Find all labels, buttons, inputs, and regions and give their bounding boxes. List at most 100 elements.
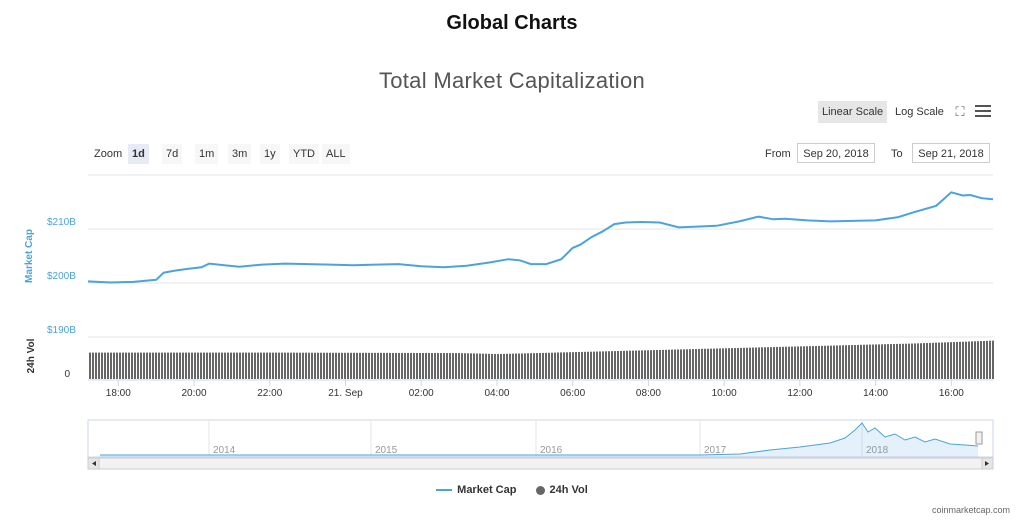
- vol-bar: [368, 352, 370, 379]
- vol-bar: [359, 352, 361, 379]
- zoom-label: Zoom: [94, 148, 123, 160]
- vol-bar: [848, 345, 850, 379]
- vol-bar: [776, 346, 778, 379]
- vol-bar: [734, 348, 736, 379]
- vol-axis-label: 24h Vol: [26, 338, 37, 373]
- menu-icon[interactable]: [975, 105, 991, 119]
- vol-bar: [239, 352, 241, 379]
- vol-bar: [251, 352, 253, 379]
- vol-bar: [233, 352, 235, 379]
- fullscreen-icon[interactable]: ⛶: [955, 104, 965, 119]
- vol-bar: [446, 353, 448, 379]
- linear-scale-button[interactable]: Linear Scale: [818, 101, 888, 123]
- vol-bar: [632, 350, 634, 379]
- vol-bar: [923, 343, 925, 379]
- zoom-all-button[interactable]: ALL: [322, 144, 350, 164]
- credit-link[interactable]: coinmarketcap.com: [931, 505, 1010, 515]
- vol-bar: [545, 352, 547, 379]
- vol-bar: [287, 352, 289, 379]
- vol-bar: [755, 347, 757, 379]
- vol-bar: [152, 352, 154, 379]
- vol-bar: [641, 350, 643, 379]
- vol-bar: [377, 352, 379, 379]
- log-scale-button[interactable]: Log Scale: [895, 106, 944, 118]
- vol-bar: [476, 353, 478, 379]
- vol-bar: [281, 352, 283, 379]
- navigator-year-label: 2015: [375, 445, 398, 456]
- vol-bar: [356, 352, 358, 379]
- vol-bar: [884, 344, 886, 379]
- vol-bar: [533, 353, 535, 379]
- scroll-left-button[interactable]: [87, 457, 100, 470]
- vol-bar: [803, 346, 805, 379]
- vol-bar: [302, 352, 304, 379]
- scroll-right-button[interactable]: [981, 457, 994, 470]
- vol-bar: [839, 345, 841, 379]
- vol-bar: [662, 349, 664, 379]
- vol-bar: [749, 347, 751, 379]
- zoom-ytd-button[interactable]: YTD: [289, 144, 319, 164]
- legend-24h-vol[interactable]: 24h Vol: [535, 484, 588, 496]
- vol-bar: [329, 352, 331, 379]
- to-date-input[interactable]: Sep 21, 2018: [912, 143, 990, 163]
- vol-bar: [269, 352, 271, 379]
- vol-bar: [683, 349, 685, 379]
- vol-bar: [536, 353, 538, 379]
- vol-bar: [926, 343, 928, 379]
- vol-bar: [200, 352, 202, 379]
- zoom-7d-button[interactable]: 7d: [162, 144, 183, 164]
- vol-bar: [242, 352, 244, 379]
- vol-bar: [509, 353, 511, 379]
- vol-bar: [254, 352, 256, 379]
- vol-bar: [989, 340, 991, 379]
- vol-bar: [896, 343, 898, 379]
- vol-bar: [323, 352, 325, 379]
- navigator-area[interactable]: [87, 419, 994, 458]
- vol-bar: [953, 342, 955, 379]
- vol-bar: [386, 352, 388, 379]
- vol-bar: [503, 353, 505, 379]
- vol-bar: [866, 344, 868, 379]
- vol-bar: [902, 343, 904, 379]
- vol-bar: [110, 352, 112, 379]
- vol-bar: [878, 344, 880, 379]
- vol-zero-tick: 0: [64, 369, 70, 380]
- vol-bar: [986, 340, 988, 379]
- vol-bar: [851, 345, 853, 379]
- vol-bar: [920, 343, 922, 379]
- zoom-3m-button[interactable]: 3m: [228, 144, 252, 164]
- vol-bar: [485, 353, 487, 379]
- vol-bar: [710, 348, 712, 379]
- vol-bar: [704, 348, 706, 379]
- vol-bar: [458, 353, 460, 379]
- vol-bar: [548, 352, 550, 379]
- zoom-1y-button[interactable]: 1y: [260, 144, 280, 164]
- vol-bar: [479, 353, 481, 379]
- zoom-1d-button[interactable]: 1d: [128, 144, 149, 164]
- vol-bar: [440, 353, 442, 379]
- vol-bar: [893, 343, 895, 379]
- vol-bar: [284, 352, 286, 379]
- x-tick-label: 04:00: [484, 388, 509, 399]
- x-tick-label: 14:00: [863, 388, 888, 399]
- vol-bar: [677, 349, 679, 379]
- vol-bar: [401, 352, 403, 379]
- vol-bar: [728, 348, 730, 379]
- vol-bar: [392, 352, 394, 379]
- vol-bar: [278, 352, 280, 379]
- vol-bar: [821, 345, 823, 379]
- vol-bar: [518, 353, 520, 379]
- vol-bar: [782, 346, 784, 379]
- from-date-input[interactable]: Sep 20, 2018: [797, 143, 875, 163]
- vol-bar: [707, 348, 709, 379]
- vol-bar: [689, 349, 691, 379]
- navigator-scrollbar[interactable]: [87, 457, 994, 470]
- vol-bar: [956, 341, 958, 379]
- navigator-handle[interactable]: [975, 431, 983, 445]
- zoom-1m-button[interactable]: 1m: [195, 144, 219, 164]
- legend-market-cap[interactable]: Market Cap: [436, 484, 516, 496]
- vol-bar: [92, 352, 94, 379]
- vol-bar: [167, 352, 169, 379]
- vol-bar: [551, 352, 553, 379]
- vol-bar: [845, 345, 847, 379]
